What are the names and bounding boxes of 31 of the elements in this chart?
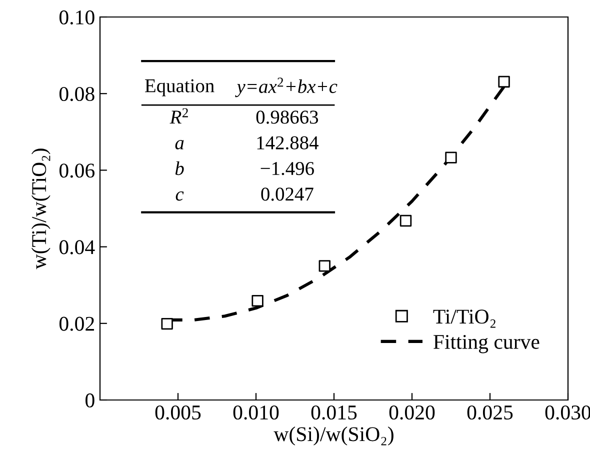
y-tick-label: 0 (86, 393, 94, 408)
legend-label: Ti/TiO₂ (433, 310, 496, 328)
annotation: −1.496 (260, 162, 314, 176)
y-axis-title: w(Ti)/w(TiO₂) (31, 148, 50, 270)
annotation: Equation (145, 79, 214, 96)
y-tick-label: 0.10 (59, 10, 94, 25)
y-tick-label: 0.08 (59, 86, 94, 102)
y-tick-label: 0.06 (59, 164, 95, 178)
x-tick-label: 0.020 (389, 405, 435, 420)
annotation: 0.98663 (256, 110, 318, 124)
point (318, 260, 330, 272)
point (400, 214, 412, 227)
point (161, 318, 173, 330)
annotation: R$^{2}$ (170, 108, 188, 124)
annotation: 142.884 (257, 136, 318, 150)
annotation: y=ax$^{2}$+bx+c (235, 78, 338, 98)
annotation: a (175, 140, 184, 150)
annotation: c (176, 191, 184, 201)
x-tick-label: 0.015 (311, 405, 357, 420)
x-tick-label: 0.005 (155, 405, 201, 420)
x-axis-title: w(Si)/w(SiO₂) (274, 426, 394, 446)
annotation: b (175, 161, 184, 176)
annotation: 0.0247 (261, 188, 314, 201)
point (445, 152, 457, 164)
x-tick-label: 0.010 (233, 405, 279, 420)
y-tick-label: 0.02 (59, 316, 94, 331)
y-tick-label: 0.04 (59, 240, 95, 254)
legend-label: Fitting curve (434, 334, 540, 354)
x-tick-label: 0.025 (467, 405, 513, 420)
point (498, 76, 510, 88)
point (252, 294, 264, 307)
